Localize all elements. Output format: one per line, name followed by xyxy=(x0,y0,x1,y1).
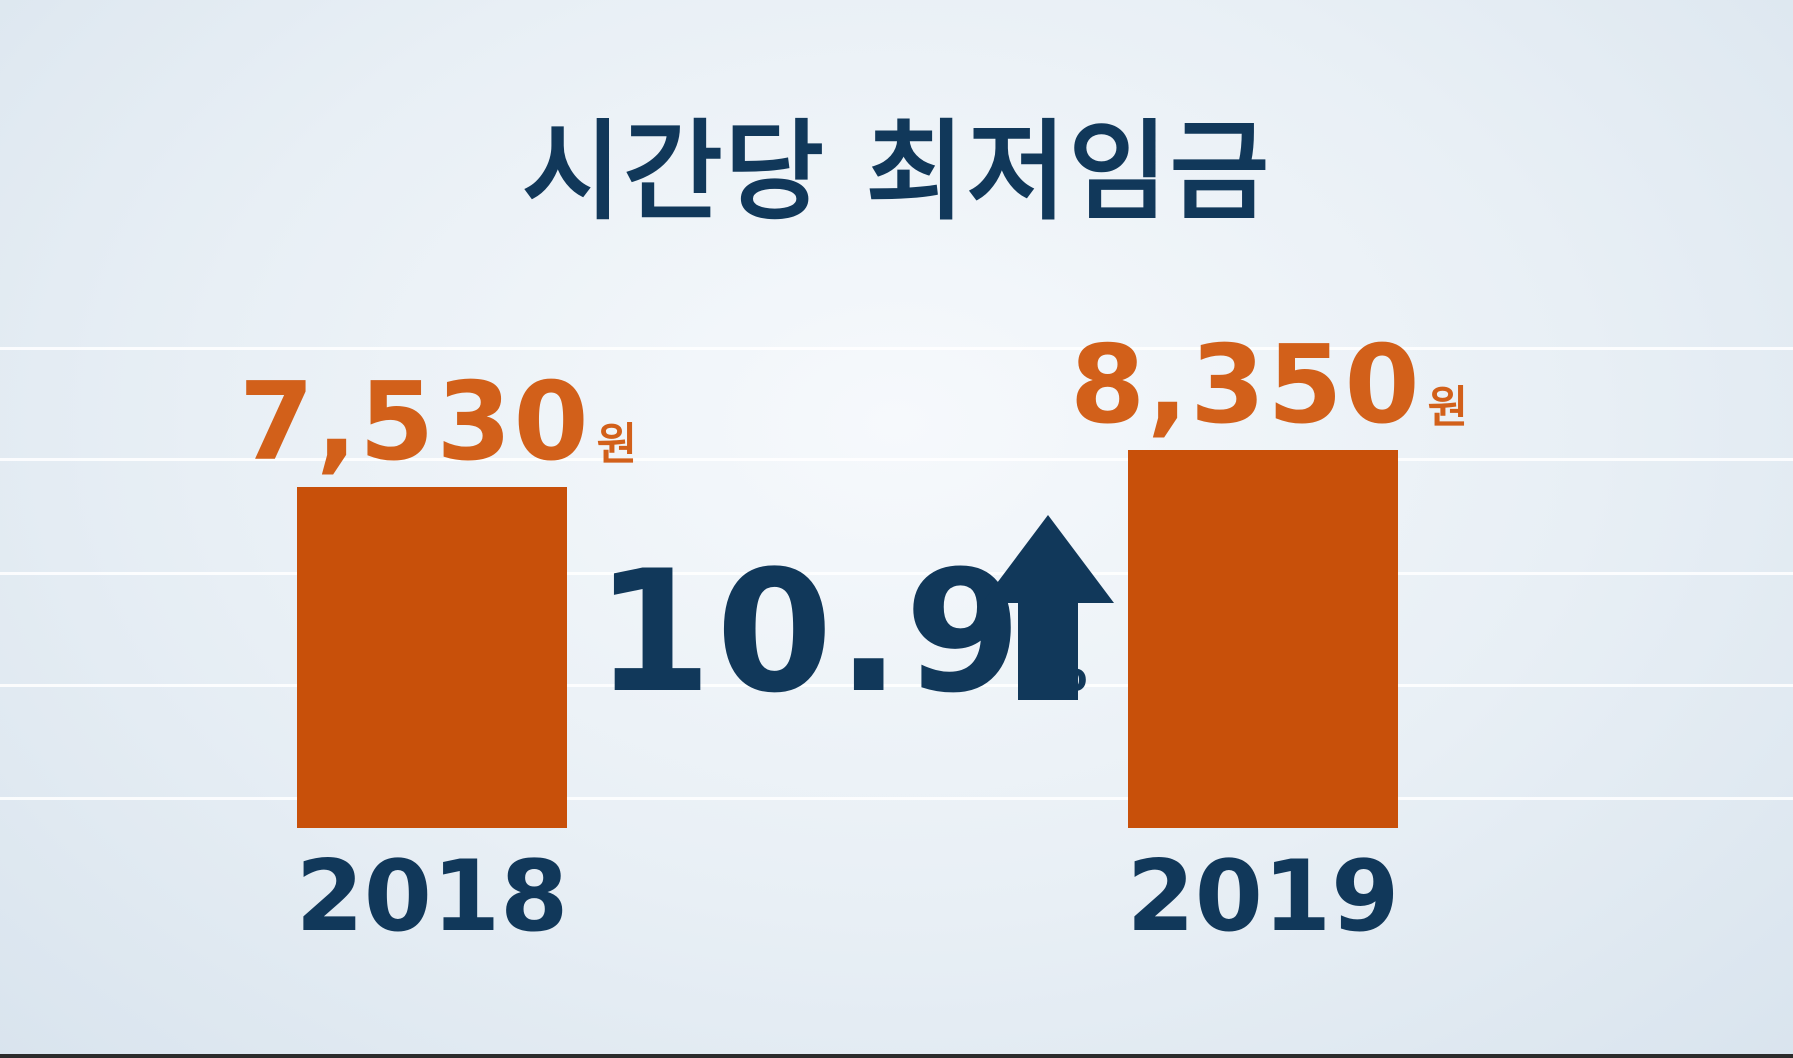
value-label-2018: 7,530 원 xyxy=(239,369,637,477)
up-arrow-icon xyxy=(982,515,1114,700)
grid-line xyxy=(0,572,1793,575)
value-unit-2019: 원 xyxy=(1427,382,1469,433)
value-label-2019: 8,350 원 xyxy=(1070,332,1468,440)
bar-2019 xyxy=(1128,450,1398,828)
grid-line xyxy=(0,347,1793,350)
category-label-2018: 2018 xyxy=(295,840,569,954)
category-label-2019: 2019 xyxy=(1126,840,1400,954)
chart-title: 시간당 최저임금 xyxy=(521,110,1272,235)
bottom-border xyxy=(0,1054,1793,1058)
value-number-2018: 7,530 xyxy=(239,360,591,485)
value-unit-2018: 원 xyxy=(596,419,638,470)
value-number-2019: 8,350 xyxy=(1070,323,1422,448)
grid-line xyxy=(0,797,1793,800)
bar-2018 xyxy=(297,487,567,828)
increase-value: 10.9 xyxy=(595,534,1026,730)
grid-line xyxy=(0,458,1793,461)
grid-line xyxy=(0,684,1793,687)
